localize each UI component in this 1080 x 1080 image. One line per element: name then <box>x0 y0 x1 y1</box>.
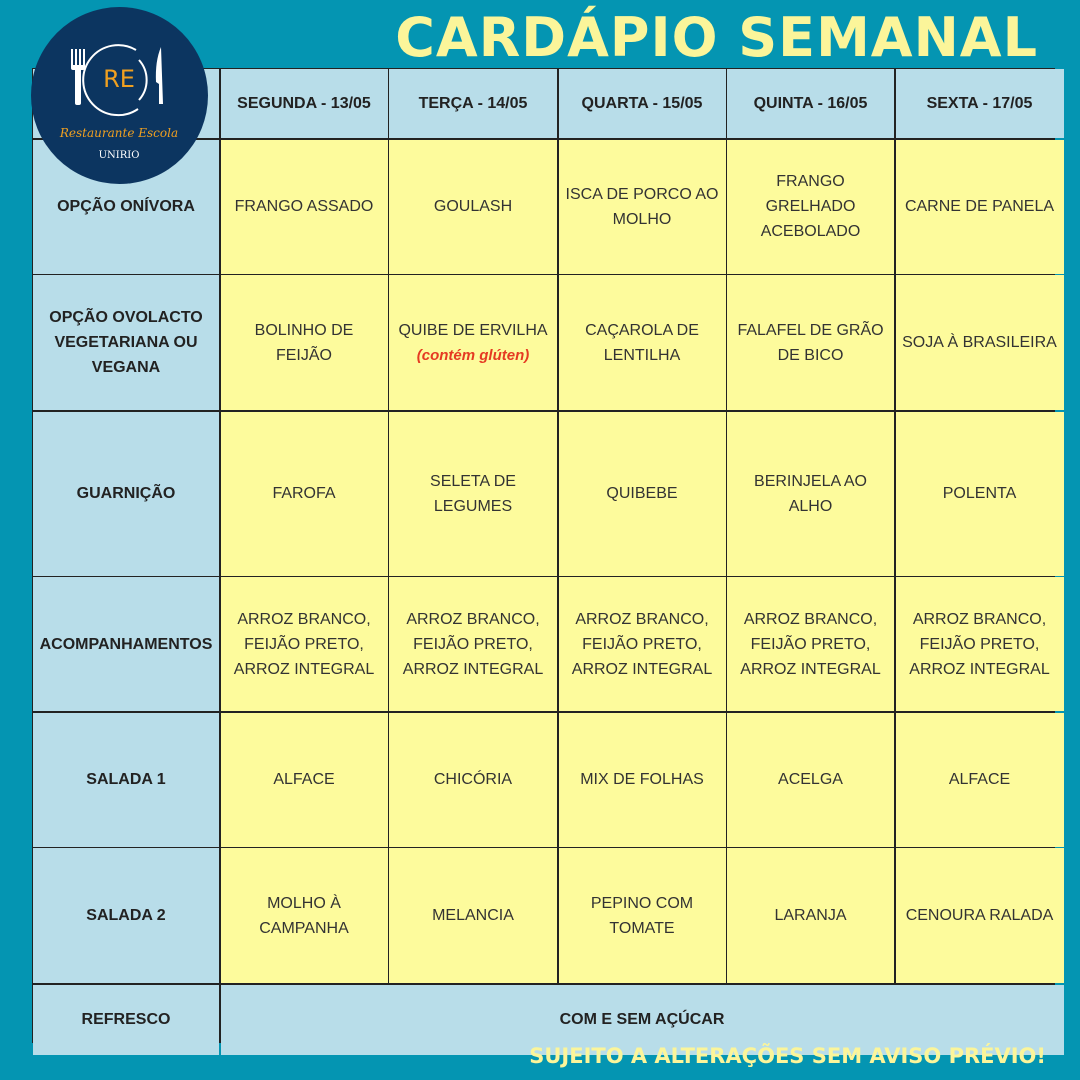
menu-item: CENOURA RALADA <box>895 848 1064 983</box>
menu-item: FRANGO ASSADO <box>220 139 388 274</box>
menu-item: PEPINO COM TOMATE <box>558 848 726 983</box>
menu-item: SOJA À BRASILEIRA <box>895 275 1064 410</box>
menu-item-text: MELANCIA <box>432 907 514 924</box>
menu-item-text: CHICÓRIA <box>433 771 513 788</box>
menu-item-text: ACELGA <box>778 771 843 788</box>
row-label: SALADA 1 <box>33 712 219 847</box>
page-title: CARDÁPIO SEMANAL <box>395 6 1038 69</box>
menu-item-text: SOJA À BRASILEIRA <box>902 334 1057 351</box>
menu-item: FAROFA <box>220 411 388 576</box>
menu-item-text: ARROZ BRANCO, FEIJÃO PRETO, ARROZ INTEGR… <box>740 610 881 678</box>
menu-item: FALAFEL DE GRÃO DE BICO <box>727 275 894 410</box>
menu-item-text: ARROZ BRANCO, FEIJÃO PRETO, ARROZ INTEGR… <box>233 610 375 678</box>
menu-item: ARROZ BRANCO, FEIJÃO PRETO, ARROZ INTEGR… <box>727 577 894 711</box>
menu-item: FRANGO GRELHADO ACEBOLADO <box>727 139 894 274</box>
menu-item-text: ARROZ BRANCO, FEIJÃO PRETO, ARROZ INTEGR… <box>402 610 544 678</box>
menu-item: ARROZ BRANCO, FEIJÃO PRETO, ARROZ INTEGR… <box>220 577 388 711</box>
menu-item-text: QUIBE DE ERVILHA <box>398 321 548 339</box>
day-header: TERÇA - 14/05 <box>389 69 557 138</box>
row-label: GUARNIÇÃO <box>33 411 219 576</box>
menu-item: SELETA DE LEGUMES <box>389 411 557 576</box>
menu-item: BOLINHO DE FEIJÃO <box>220 275 388 410</box>
menu-item: CARNE DE PANELA <box>895 139 1064 274</box>
menu-item: ALFACE <box>220 712 388 847</box>
logo-name: Restaurante Escola <box>59 126 178 140</box>
disclaimer: SUJEITO A ALTERAÇÕES SEM AVISO PRÉVIO! <box>529 1044 1046 1068</box>
logo-org: UNIRIO <box>99 150 140 161</box>
menu-item: CHICÓRIA <box>389 712 557 847</box>
menu-item: ARROZ BRANCO, FEIJÃO PRETO, ARROZ INTEGR… <box>558 577 726 711</box>
menu-item: MIX DE FOLHAS <box>558 712 726 847</box>
menu-item-text: ALFACE <box>273 771 335 788</box>
menu-item: BERINJELA AO ALHO <box>727 411 894 576</box>
menu-item-text: CARNE DE PANELA <box>904 198 1055 215</box>
menu-item: CAÇAROLA DE LENTILHA <box>558 275 726 410</box>
row-label: SALADA 2 <box>33 848 219 983</box>
menu-item-text: MOLHO À CAMPANHA <box>259 894 349 937</box>
row-label: ACOMPANHAMENTOS <box>33 577 219 711</box>
menu-item: ARROZ BRANCO, FEIJÃO PRETO, ARROZ INTEGR… <box>389 577 557 711</box>
restaurant-logo: RE Restaurante Escola UNIRIO <box>31 7 208 184</box>
menu-item-text: BERINJELA AO ALHO <box>754 472 867 515</box>
menu-item-text: SELETA DE LEGUMES <box>430 472 516 515</box>
menu-item: POLENTA <box>895 411 1064 576</box>
menu-item: GOULASH <box>389 139 557 274</box>
menu-item-text: ARROZ BRANCO, FEIJÃO PRETO, ARROZ INTEGR… <box>571 610 713 678</box>
day-header: QUINTA - 16/05 <box>727 69 894 138</box>
menu-item: QUIBEBE <box>558 411 726 576</box>
menu-item: ARROZ BRANCO, FEIJÃO PRETO, ARROZ INTEGR… <box>895 577 1064 711</box>
menu-item: ACELGA <box>727 712 894 847</box>
menu-item-text: LARANJA <box>774 907 847 924</box>
menu-item: MELANCIA <box>389 848 557 983</box>
menu-item-text: MIX DE FOLHAS <box>580 771 704 788</box>
menu-item: ALFACE <box>895 712 1064 847</box>
menu-item-text: FAROFA <box>272 485 336 502</box>
logo-monogram: RE <box>103 65 135 93</box>
day-header: SEXTA - 17/05 <box>895 69 1064 138</box>
menu-item-text: POLENTA <box>942 485 1017 502</box>
menu-item-text: ISCA DE PORCO AO MOLHO <box>565 185 719 228</box>
row-label: OPÇÃO OVOLACTO VEGETARIANA OU VEGANA <box>33 275 219 410</box>
menu-item: LARANJA <box>727 848 894 983</box>
refresco-value: COM E SEM AÇÚCAR <box>220 984 1064 1055</box>
menu-item-text: FRANGO GRELHADO ACEBOLADO <box>760 173 861 240</box>
menu-item-text: ALFACE <box>948 771 1011 788</box>
plate-cutlery-icon: RE Restaurante Escola UNIRIO <box>59 44 178 161</box>
menu-item-text: FALAFEL DE GRÃO DE BICO <box>737 321 884 364</box>
menu-table: SEGUNDA - 13/05 TERÇA - 14/05 QUARTA - 15/… <box>32 68 1064 1055</box>
menu-item-text: CENOURA RALADA <box>905 907 1054 924</box>
menu-item-text: PEPINO COM TOMATE <box>590 894 694 937</box>
menu-item-text: GOULASH <box>433 198 513 215</box>
menu-item-text: BOLINHO DE FEIJÃO <box>254 321 354 364</box>
menu-item-text: CAÇAROLA DE LENTILHA <box>585 321 699 364</box>
menu-item: MOLHO À CAMPANHA <box>220 848 388 983</box>
row-label: REFRESCO <box>33 984 219 1055</box>
day-header: QUARTA - 15/05 <box>558 69 726 138</box>
gluten-note: (contém glúten) <box>416 346 530 364</box>
menu-item: QUIBE DE ERVILHA (contém glúten) <box>389 275 557 410</box>
menu-item: ISCA DE PORCO AO MOLHO <box>558 139 726 274</box>
menu-item-text: ARROZ BRANCO, FEIJÃO PRETO, ARROZ INTEGR… <box>909 610 1050 678</box>
day-header: SEGUNDA - 13/05 <box>220 69 388 138</box>
menu-item-text: FRANGO ASSADO <box>234 198 374 215</box>
menu-item-text: QUIBEBE <box>606 485 678 502</box>
